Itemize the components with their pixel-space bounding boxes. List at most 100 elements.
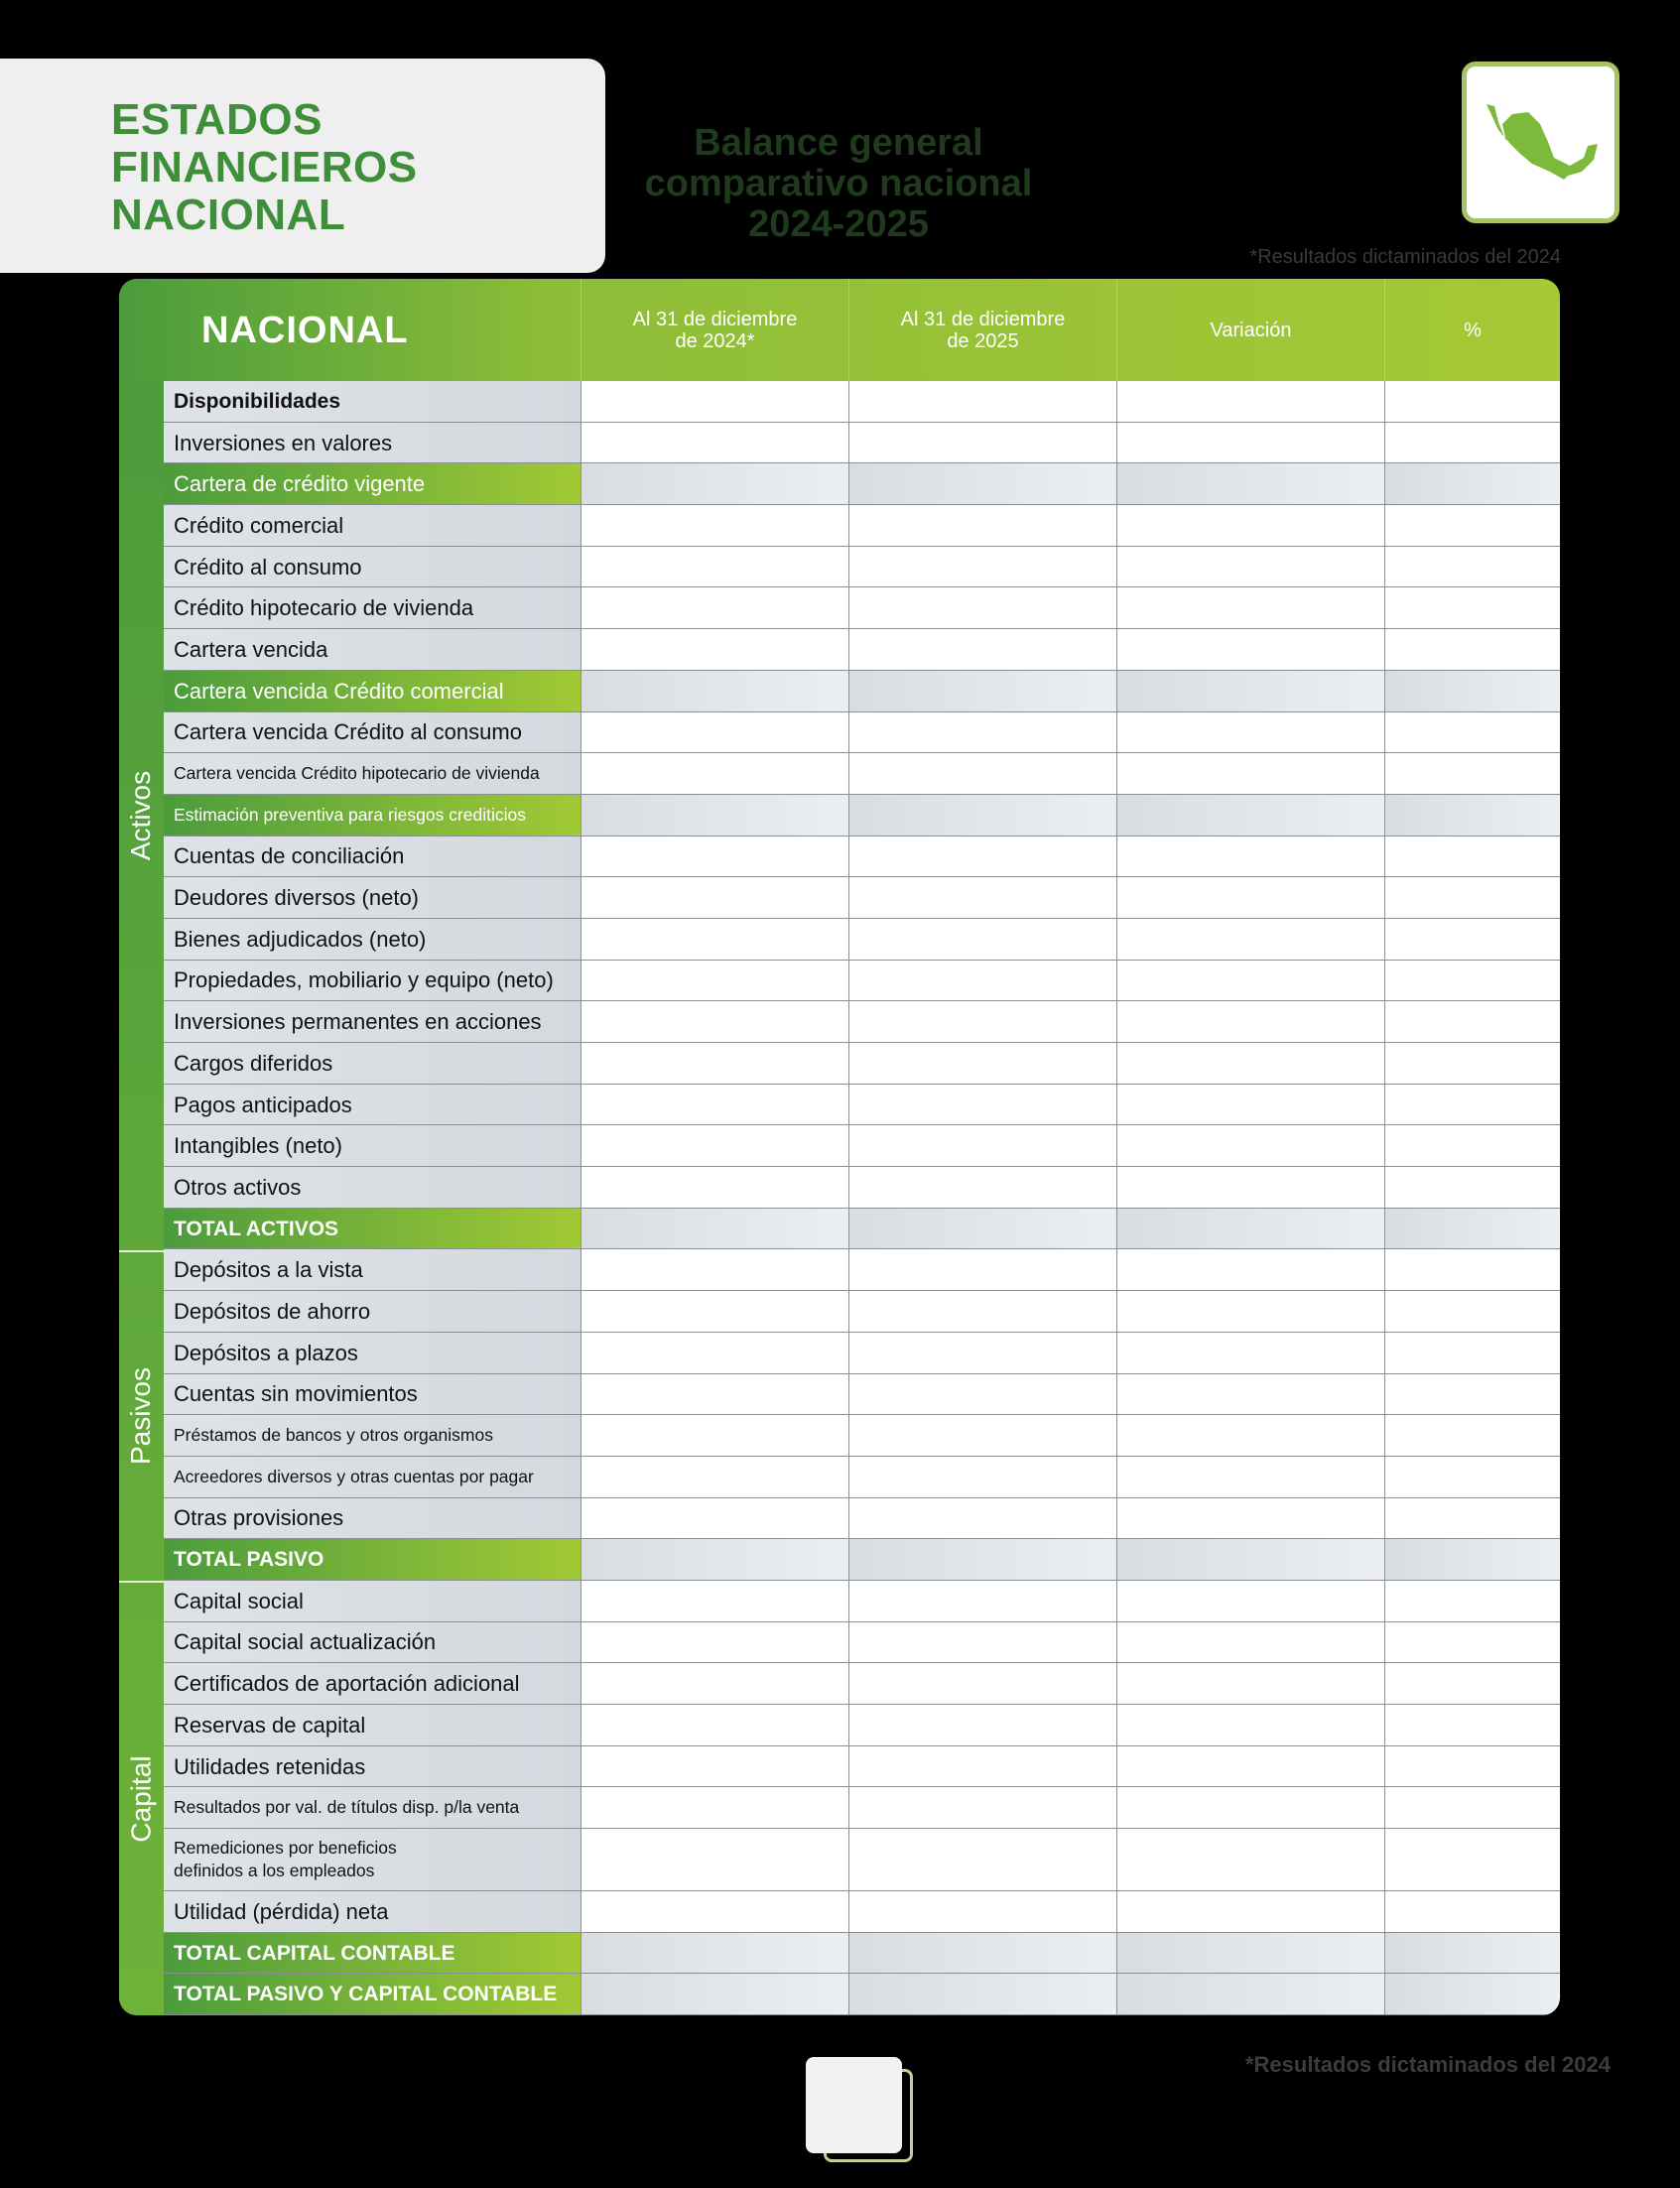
table-row: Cuentas de conciliación — [164, 836, 1560, 878]
cell-value-2025 — [849, 1332, 1117, 1373]
cell-variacion — [1117, 836, 1385, 877]
cell-value-2024 — [582, 1974, 849, 2015]
cell-variacion — [1117, 960, 1385, 1001]
cell-percent — [1385, 1167, 1559, 1208]
column-header-percent: % — [1464, 319, 1482, 341]
row-label: Inversiones permanentes en acciones — [164, 1001, 582, 1042]
cell-variacion — [1117, 877, 1385, 918]
cell-percent — [1385, 1974, 1559, 2015]
row-label: Cargos diferidos — [164, 1043, 582, 1084]
cell-value-2024 — [582, 1125, 849, 1167]
cell-value-2024 — [582, 505, 849, 546]
table-row: Disponibilidades — [164, 381, 1560, 423]
row-label: Propiedades, mobiliario y equipo (neto) — [164, 960, 582, 1001]
cell-value-2024 — [582, 546, 849, 587]
subtitle-line: Balance general — [694, 122, 983, 164]
cell-value-2025 — [849, 1891, 1117, 1932]
cell-percent — [1385, 1580, 1559, 1621]
cell-value-2024 — [582, 1208, 849, 1249]
cell-value-2025 — [849, 670, 1117, 711]
table-row: Cartera vencida Crédito hipotecario de v… — [164, 753, 1560, 795]
cell-percent — [1385, 1332, 1559, 1373]
row-label: Cartera vencida Crédito comercial — [164, 670, 582, 711]
subtitle-line: 2024-2025 — [748, 203, 929, 245]
column-header-2024: Al 31 de diciembre de 2024* — [582, 279, 849, 381]
cell-percent — [1385, 629, 1559, 670]
table-row: Crédito comercial — [164, 505, 1560, 547]
title-line: NACIONAL — [111, 191, 346, 239]
cell-percent — [1385, 918, 1559, 960]
cell-variacion — [1117, 1001, 1385, 1042]
row-label: Depósitos a la vista — [164, 1249, 582, 1291]
table-row: Cartera vencida Crédito comercial — [164, 670, 1560, 712]
cell-value-2024 — [582, 753, 849, 794]
row-label: Certificados de aportación adicional — [164, 1663, 582, 1704]
column-header-variacion: Variación — [1117, 279, 1385, 381]
cell-value-2025 — [849, 1043, 1117, 1084]
cell-value-2024 — [582, 629, 849, 670]
cell-value-2024 — [582, 836, 849, 877]
row-label: Crédito hipotecario de vivienda — [164, 587, 582, 629]
table-row: Inversiones permanentes en acciones — [164, 1001, 1560, 1043]
cell-variacion — [1117, 794, 1385, 836]
row-label: Capital social — [164, 1580, 582, 1621]
row-label: Crédito comercial — [164, 505, 582, 546]
table-row: Capital social actualización — [164, 1621, 1560, 1664]
cell-variacion — [1117, 381, 1385, 422]
cell-value-2024 — [582, 670, 849, 711]
cell-value-2025 — [849, 1497, 1117, 1539]
cell-value-2024 — [582, 877, 849, 918]
cell-value-2025 — [849, 463, 1117, 505]
mexico-map-icon — [1462, 62, 1619, 223]
cell-variacion — [1117, 1580, 1385, 1621]
cell-value-2024 — [582, 1291, 849, 1332]
table-row: Cartera vencida Crédito al consumo — [164, 711, 1560, 754]
cell-variacion — [1117, 1539, 1385, 1580]
cell-percent — [1385, 1373, 1559, 1415]
row-label: Reservas de capital — [164, 1705, 582, 1745]
cell-value-2024 — [582, 1373, 849, 1415]
table-row: Otras provisiones — [164, 1497, 1560, 1540]
cell-value-2024 — [582, 1497, 849, 1539]
cell-value-2024 — [582, 1787, 849, 1829]
cell-variacion — [1117, 422, 1385, 463]
group-label: Activos — [125, 770, 157, 860]
cell-variacion — [1117, 1745, 1385, 1787]
cell-value-2024 — [582, 918, 849, 960]
cell-percent — [1385, 836, 1559, 877]
cell-percent — [1385, 711, 1559, 753]
page-icon — [806, 2057, 913, 2162]
table-header: NACIONAL Al 31 de diciembre de 2024* Al … — [119, 279, 1560, 381]
cell-value-2024 — [582, 1932, 849, 1974]
column-header-2025: Al 31 de diciembre de 2025 — [849, 279, 1117, 381]
cell-value-2024 — [582, 1745, 849, 1787]
cell-value-2025 — [849, 422, 1117, 463]
row-label: Utilidad (pérdida) neta — [164, 1891, 582, 1932]
row-label: Cartera vencida Crédito al consumo — [164, 711, 582, 753]
cell-percent — [1385, 381, 1559, 422]
cell-percent — [1385, 422, 1559, 463]
cell-value-2024 — [582, 1415, 849, 1456]
cell-percent — [1385, 960, 1559, 1001]
cell-variacion — [1117, 1332, 1385, 1373]
cell-value-2025 — [849, 711, 1117, 753]
table-row: Inversiones en valores — [164, 422, 1560, 464]
subtitle-line: comparativo nacional — [644, 163, 1033, 204]
cell-value-2024 — [582, 1043, 849, 1084]
cell-variacion — [1117, 546, 1385, 587]
cell-percent — [1385, 1497, 1559, 1539]
cell-variacion — [1117, 1829, 1385, 1891]
cell-percent — [1385, 505, 1559, 546]
group-capital: Capital — [119, 1581, 164, 2015]
cell-value-2024 — [582, 1891, 849, 1932]
table-row: Intangibles (neto) — [164, 1125, 1560, 1168]
group-label: Pasivos — [125, 1367, 157, 1466]
cell-value-2025 — [849, 1621, 1117, 1663]
row-label: Resultados por val. de títulos disp. p/l… — [164, 1787, 582, 1829]
table-row: Remediciones por beneficios definidos a … — [164, 1829, 1560, 1892]
cell-percent — [1385, 1125, 1559, 1167]
cell-value-2025 — [849, 1456, 1117, 1497]
column-header-nacional: NACIONAL — [119, 279, 582, 381]
row-label: Remediciones por beneficios definidos a … — [164, 1829, 582, 1891]
cell-value-2024 — [582, 463, 849, 505]
